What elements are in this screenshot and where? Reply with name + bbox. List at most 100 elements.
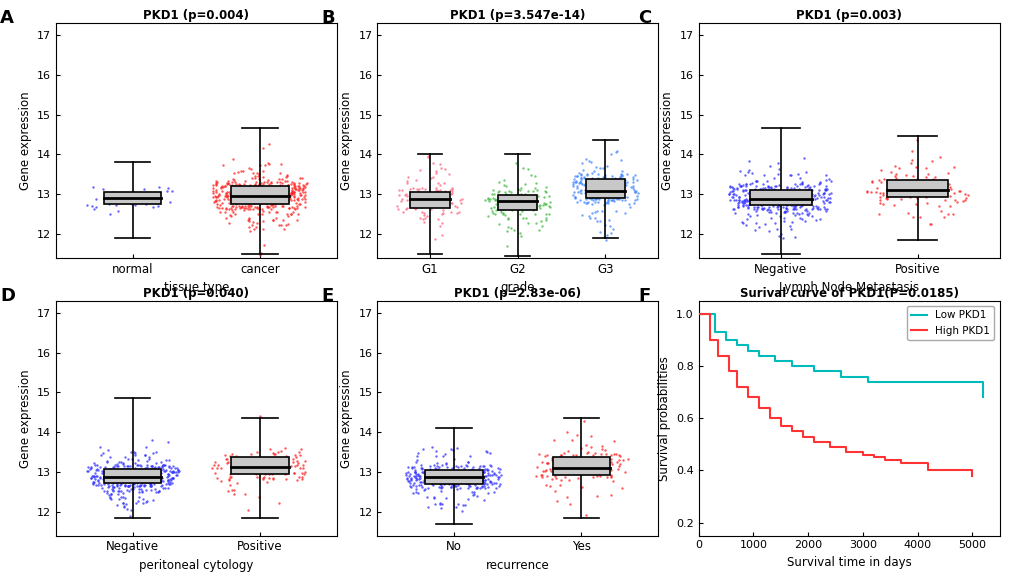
Point bbox=[428, 184, 444, 193]
Point bbox=[858, 187, 874, 196]
Point bbox=[259, 186, 275, 196]
Point bbox=[397, 204, 414, 213]
Point bbox=[292, 190, 309, 200]
Point bbox=[255, 192, 271, 201]
Point bbox=[123, 455, 140, 464]
Point bbox=[277, 452, 293, 461]
Point bbox=[761, 162, 777, 171]
Point bbox=[260, 158, 276, 167]
Point bbox=[734, 187, 750, 196]
Point bbox=[218, 455, 234, 464]
Point bbox=[775, 207, 792, 217]
Point bbox=[413, 189, 429, 198]
Point bbox=[222, 211, 238, 220]
Point bbox=[242, 202, 258, 211]
Point bbox=[170, 467, 186, 476]
Point bbox=[136, 467, 152, 476]
Point bbox=[268, 214, 284, 223]
Title: PKD1 (p=3.547e-14): PKD1 (p=3.547e-14) bbox=[449, 9, 585, 22]
Point bbox=[217, 450, 233, 460]
Point bbox=[292, 445, 309, 454]
Point bbox=[227, 209, 244, 218]
Point bbox=[751, 186, 767, 196]
Point bbox=[226, 489, 243, 499]
Point bbox=[517, 179, 533, 188]
Point bbox=[257, 196, 273, 205]
Point bbox=[727, 209, 743, 218]
Point bbox=[119, 474, 136, 483]
Point bbox=[595, 191, 611, 200]
Point bbox=[723, 182, 740, 192]
Point bbox=[281, 193, 298, 203]
Point bbox=[428, 187, 444, 196]
Point bbox=[502, 204, 519, 214]
Point bbox=[213, 199, 229, 208]
Point bbox=[88, 471, 104, 481]
Point bbox=[142, 479, 158, 489]
Point bbox=[127, 465, 144, 474]
Point bbox=[511, 193, 527, 202]
Point bbox=[763, 194, 780, 203]
Point bbox=[224, 189, 240, 199]
Point bbox=[269, 186, 285, 196]
Point bbox=[606, 193, 623, 203]
Point bbox=[252, 196, 268, 205]
Point bbox=[122, 448, 139, 457]
Point bbox=[128, 471, 145, 481]
Point bbox=[448, 469, 465, 478]
Point bbox=[448, 470, 465, 479]
Point bbox=[88, 465, 104, 474]
Point bbox=[224, 457, 240, 467]
Point bbox=[796, 205, 812, 214]
Point bbox=[79, 467, 96, 476]
Point bbox=[205, 186, 221, 196]
Point bbox=[493, 201, 510, 211]
Point bbox=[141, 467, 157, 477]
Point bbox=[236, 186, 253, 196]
Point bbox=[298, 179, 314, 188]
Point bbox=[536, 200, 552, 209]
Point bbox=[776, 186, 793, 195]
Point bbox=[890, 164, 906, 173]
Point bbox=[432, 192, 448, 201]
Point bbox=[239, 186, 256, 196]
Point bbox=[928, 180, 945, 189]
Point bbox=[609, 182, 626, 192]
Point bbox=[120, 486, 137, 495]
Point bbox=[476, 478, 492, 488]
Point bbox=[423, 469, 439, 478]
Point bbox=[252, 251, 268, 260]
Point bbox=[589, 192, 605, 201]
Point bbox=[423, 197, 439, 206]
Point bbox=[874, 188, 891, 197]
Point bbox=[260, 175, 276, 184]
Point bbox=[154, 462, 170, 471]
Point bbox=[790, 185, 806, 194]
Point bbox=[415, 445, 431, 454]
Point bbox=[284, 184, 301, 193]
Point bbox=[530, 225, 546, 234]
Point bbox=[593, 442, 609, 451]
Point bbox=[260, 139, 276, 148]
Point bbox=[276, 443, 292, 452]
Point bbox=[111, 468, 127, 478]
Point bbox=[520, 164, 536, 174]
Point bbox=[502, 187, 519, 196]
Point bbox=[143, 481, 159, 490]
Point bbox=[514, 199, 530, 208]
Point bbox=[579, 198, 595, 207]
Point bbox=[393, 195, 410, 204]
Point bbox=[157, 461, 173, 470]
Point bbox=[498, 201, 515, 210]
Point bbox=[117, 468, 133, 477]
Point bbox=[208, 196, 224, 205]
Point bbox=[492, 197, 508, 206]
Point bbox=[442, 483, 459, 492]
Point bbox=[504, 201, 521, 210]
Point bbox=[589, 174, 605, 183]
Point bbox=[904, 156, 920, 165]
Point bbox=[928, 190, 945, 200]
Point bbox=[603, 176, 620, 185]
Point bbox=[735, 196, 751, 206]
Point bbox=[597, 179, 613, 189]
